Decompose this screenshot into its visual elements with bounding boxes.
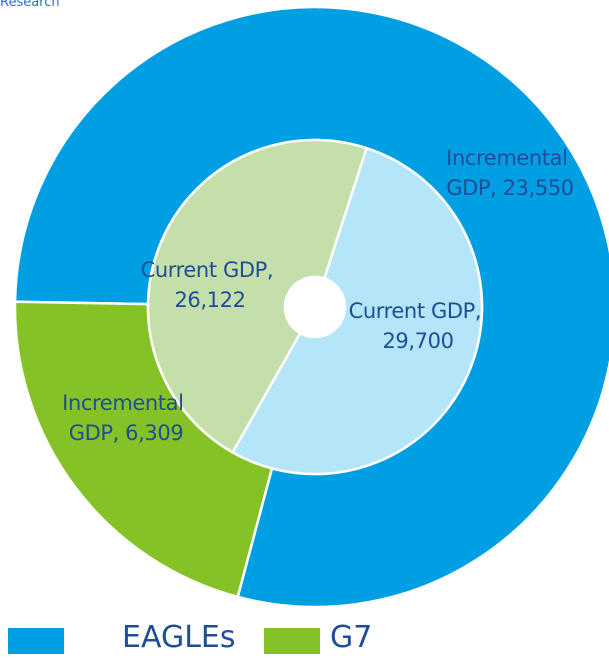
label-inner-g7-line2: 26,122 [174, 288, 245, 312]
source-label: Research [0, 0, 60, 10]
label-inner-eagles-line1: Current GDP, [349, 299, 482, 323]
nested-donut-chart: Current GDP, 29,700 Current GDP, 26,122 … [13, 5, 609, 609]
inner-slice-g7 [146, 138, 369, 455]
legend-swatch-eagles [8, 628, 64, 654]
label-outer-eagles-line1: Incremental [446, 146, 567, 170]
center-hole [285, 277, 345, 337]
label-inner-g7: Current GDP, 26,122 [141, 258, 280, 312]
legend-swatch-g7 [264, 628, 320, 654]
label-inner-g7-line1: Current GDP, [141, 258, 274, 282]
label-outer-eagles-line2: GDP, 23,550 [446, 176, 574, 200]
label-outer-g7-line1: Incremental [62, 391, 183, 415]
label-outer-eagles: Incremental GDP, 23,550 [446, 146, 574, 200]
label-inner-eagles: Current GDP, 29,700 [349, 299, 488, 353]
label-outer-g7: Incremental GDP, 6,309 [62, 391, 190, 445]
label-outer-g7-line2: GDP, 6,309 [69, 421, 184, 445]
label-inner-eagles-line2: 29,700 [382, 329, 453, 353]
legend: EAGLEs G7 [0, 620, 609, 658]
legend-label-g7: G7 [330, 620, 373, 655]
inner-ring [146, 138, 484, 476]
legend-label-eagles: EAGLEs [122, 620, 236, 655]
